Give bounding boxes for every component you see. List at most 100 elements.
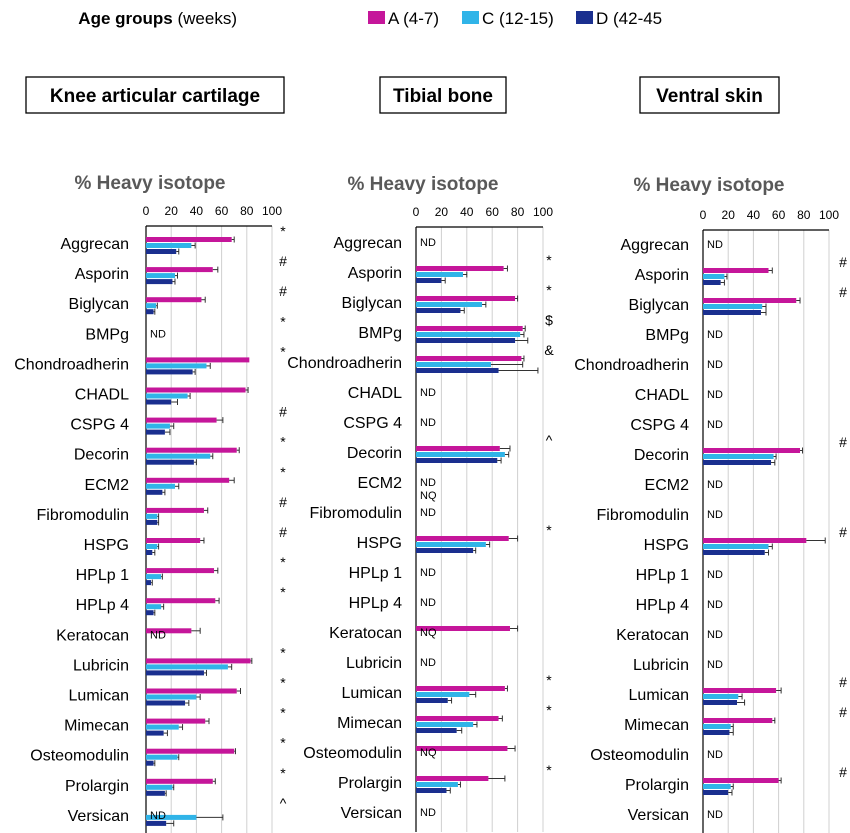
tick-label: 100	[262, 204, 282, 218]
significance-mark: *	[546, 522, 552, 538]
category-label: Asporin	[75, 266, 129, 283]
bar-c	[146, 453, 211, 459]
bar-c	[416, 332, 521, 337]
category-label: HPLp 4	[636, 597, 689, 614]
category-label: Decorin	[347, 445, 402, 462]
value-note: ND	[707, 599, 723, 611]
axis-title: % Heavy isotope	[348, 174, 499, 195]
category-label: Lumican	[342, 685, 402, 702]
value-note: ND	[420, 657, 436, 669]
bar-a	[703, 778, 779, 783]
bar-d	[146, 730, 164, 736]
bar-c	[416, 272, 463, 277]
panels: Knee articular cartilage % Heavy isotope 0…	[14, 76, 847, 833]
bar-a	[146, 297, 202, 303]
bar-a	[146, 658, 251, 664]
bar-c	[703, 724, 731, 729]
significance-mark: *	[546, 672, 552, 688]
significance-mark: *	[280, 554, 286, 570]
category-label: HSPG	[357, 535, 402, 552]
category-label: Mimecan	[337, 715, 402, 732]
category-label: CSPG 4	[343, 415, 402, 432]
category-label: Chondroadherin	[574, 357, 689, 374]
bar-d	[146, 399, 172, 405]
significance-mark: #	[279, 524, 287, 540]
bar-a	[146, 507, 204, 513]
bar-c	[146, 814, 197, 820]
bar-d	[146, 670, 204, 676]
significance-mark: #	[839, 434, 847, 450]
bar-a	[703, 688, 777, 693]
category-label: Lubricin	[346, 655, 402, 672]
significance-mark: #	[839, 704, 847, 720]
bar-d	[416, 728, 457, 733]
chart-panel-1: Knee articular cartilage % Heavy isotope 0…	[14, 76, 287, 833]
value-note: ND	[150, 810, 166, 822]
category-label: HPLp 4	[349, 595, 402, 612]
category-label: Aggrecan	[334, 235, 403, 252]
bar-c	[146, 393, 188, 399]
bar-a	[703, 268, 769, 273]
bar-d	[146, 489, 163, 495]
bar-c	[146, 423, 170, 429]
category-label: Lubricin	[633, 657, 689, 674]
significance-mark: *	[280, 705, 286, 721]
category-label: Prolargin	[65, 778, 129, 795]
bar-c	[703, 274, 725, 279]
bar-d	[703, 790, 729, 795]
value-note: NQ	[420, 627, 437, 639]
tick-label: 80	[797, 208, 811, 222]
significance-mark: #	[279, 253, 287, 269]
category-label: ECM2	[358, 475, 403, 492]
category-label: Versican	[68, 808, 129, 825]
bar-d	[416, 308, 461, 313]
category-label: HPLp 4	[76, 597, 129, 614]
category-label: Biglycan	[342, 295, 402, 312]
category-label: Versican	[341, 805, 402, 822]
significance-mark: *	[280, 765, 286, 781]
significance-mark: *	[546, 702, 552, 718]
bar-d	[146, 550, 153, 555]
bar-c	[146, 664, 228, 670]
bar-a	[703, 448, 801, 453]
category-label: Asporin	[635, 267, 689, 284]
value-note: ND	[420, 237, 436, 249]
category-label: Mimecan	[64, 718, 129, 735]
bar-a	[146, 778, 213, 784]
significance-mark: &	[544, 342, 554, 358]
bar-a	[146, 267, 213, 273]
category-label: Chondroadherin	[287, 355, 402, 372]
significance-mark: *	[546, 252, 552, 268]
significance-mark: *	[280, 735, 286, 751]
category-label: BMPg	[358, 325, 402, 342]
legend-swatch	[576, 11, 593, 24]
bar-a	[416, 626, 510, 631]
significance-mark: #	[839, 764, 847, 780]
bar-c	[703, 694, 739, 699]
bar-a	[146, 568, 215, 574]
category-label: ECM2	[645, 477, 690, 494]
tick-label: 0	[700, 208, 707, 222]
bar-c	[146, 273, 175, 279]
legend-label: A (4-7)	[388, 9, 439, 28]
bar-d	[146, 369, 193, 375]
value-note: ND	[707, 749, 723, 761]
bar-c	[146, 784, 173, 790]
bar-a	[146, 417, 217, 423]
category-label: CHADL	[635, 387, 689, 404]
bar-a	[146, 748, 235, 754]
significance-mark: #	[279, 494, 287, 510]
value-note: NQ	[420, 490, 437, 502]
category-label: Fibromodulin	[37, 507, 129, 524]
significance-mark: #	[839, 284, 847, 300]
bar-a	[416, 776, 489, 781]
category-label: Lumican	[629, 687, 689, 704]
category-label: BMPg	[645, 327, 689, 344]
category-label: ECM2	[85, 477, 130, 494]
category-label: HPLp 1	[76, 567, 129, 584]
value-note: ND	[707, 359, 723, 371]
value-note: ND	[707, 509, 723, 521]
tick-label: 40	[747, 208, 761, 222]
significance-mark: *	[280, 464, 286, 480]
